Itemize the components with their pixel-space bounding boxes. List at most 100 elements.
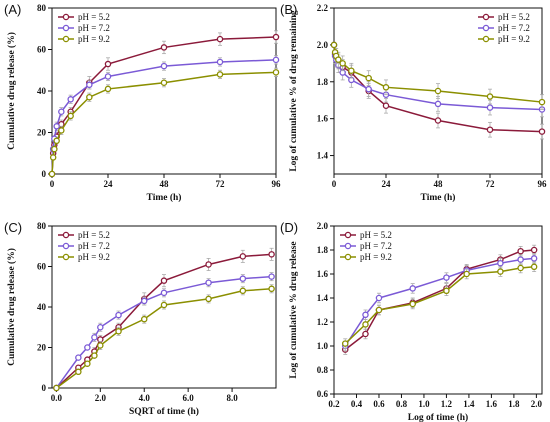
legend-entry: pH = 7.2 [360,241,392,251]
data-point [160,289,168,297]
y-tick-label: 60 [37,262,47,272]
data-point [330,41,338,49]
legend: pH = 5.2pH = 7.2pH = 9.2 [58,12,110,44]
data-point [160,62,168,70]
y-tick-label: 80 [37,3,47,13]
y-tick-label: 40 [37,86,47,96]
data-point [382,84,390,91]
data-point [517,247,524,255]
series-0 [53,247,275,392]
x-tick-label: 1.6 [486,399,498,409]
series-line [51,36,277,175]
y-tick-label: 60 [37,45,47,55]
data-point [409,300,416,308]
x-tick-label: 1.4 [463,399,475,409]
data-point [75,354,82,361]
x-tick-label: 0.2 [328,399,340,409]
x-tick-label: 4.0 [139,393,151,403]
data-point [497,268,504,275]
series-line [344,257,535,347]
data-point [530,246,538,254]
x-tick-label: 0.0 [51,393,63,403]
series-1 [53,272,275,392]
x-axis-label: Log of time (h) [408,412,468,422]
x-tick-label: 2.0 [531,399,543,409]
x-tick-label: 72 [216,179,226,189]
legend-entry: pH = 9.2 [360,252,392,262]
data-point [517,256,524,263]
y-tick-label: 20 [37,343,47,353]
y-tick-label: 80 [37,221,47,231]
data-point [239,287,247,295]
legend-marker [482,35,490,43]
data-point [272,69,280,76]
legend-entry: pH = 7.2 [498,23,530,33]
y-tick-label: 1.2 [317,317,329,327]
data-point [463,270,470,278]
y-tick-label: 1.4 [317,151,329,161]
x-tick-label: 0 [50,179,55,189]
legend-marker [62,24,70,32]
data-point [443,274,450,281]
legend-entry: pH = 9.2 [78,252,110,262]
y-tick-label: 2.2 [317,3,329,13]
data-point [486,93,494,100]
y-tick-label: 1.6 [317,269,329,279]
x-axis-label: SQRT of time (h) [129,406,199,417]
data-point [365,85,372,93]
data-point [341,340,349,347]
y-axis-label: Cumulative drug release (%) [6,32,17,150]
data-point [205,279,212,286]
legend-marker [62,231,70,239]
data-point [272,56,280,64]
x-tick-label: 48 [160,179,170,189]
data-point [140,297,148,305]
legend-entry: pH = 9.2 [78,34,110,44]
data-point [216,35,224,43]
data-point [84,344,91,351]
data-point [443,287,450,295]
y-tick-label: 0.6 [317,389,329,399]
data-point [97,323,104,331]
data-point [239,253,247,260]
data-point [348,67,355,74]
panel-label: (C) [4,220,22,235]
legend-marker [62,35,70,43]
legend-entry: pH = 9.2 [498,34,530,44]
legend-entry: pH = 5.2 [78,230,110,240]
x-tick-label: 8.0 [226,393,238,403]
x-tick-label: 72 [486,179,496,189]
data-point [239,275,247,282]
data-point [272,33,280,41]
data-point [517,264,524,272]
legend-entry: pH = 5.2 [498,12,530,22]
legend-marker [62,242,70,250]
x-axis-label: Time (h) [147,192,182,203]
data-point [205,295,212,303]
y-tick-label: 0 [42,169,47,179]
x-tick-label: 0.8 [396,399,408,409]
panel-2: (C) 0 20 40 60 80 0.0 2.0 4.0 6.0 8.0 SQRT of time … [4,220,277,417]
panel-1: (B) 1.4 1.6 1.8 2.0 2.2 0 24 48 72 96 Time (h) Log o… [280,2,547,203]
data-point [48,170,56,178]
data-point [160,277,168,284]
x-tick-label: 1.8 [508,399,520,409]
data-point [362,321,369,328]
legend-marker [482,13,490,21]
y-tick-label: 40 [37,302,47,312]
data-point [486,126,494,133]
y-tick-label: 1.8 [317,245,329,255]
data-point [53,137,60,145]
x-axis-label: Time (h) [421,192,456,203]
legend-entry: pH = 5.2 [78,12,110,22]
data-point [140,315,148,323]
x-tick-label: 1.0 [418,399,430,409]
panel-label: (D) [280,220,298,235]
panel-3: (D) 0.6 0.8 1.0 1.2 1.4 1.6 1.8 2.0 0.2 0.4 0.6 0.8 1… [280,220,543,422]
y-tick-label: 2.0 [317,40,329,50]
data-point [67,112,74,120]
panel-label: (A) [4,2,21,17]
x-tick-label: 2.0 [95,393,107,403]
data-point [104,85,112,93]
